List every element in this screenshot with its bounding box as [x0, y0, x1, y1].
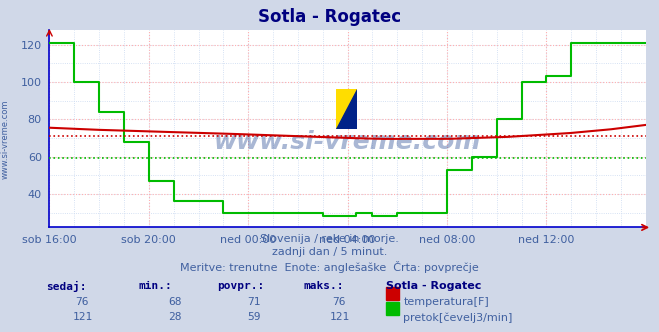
Text: Sotla - Rogatec: Sotla - Rogatec: [386, 281, 481, 290]
Text: 121: 121: [72, 312, 92, 322]
Text: pretok[čevelj3/min]: pretok[čevelj3/min]: [403, 312, 513, 323]
Text: 68: 68: [168, 297, 181, 307]
Polygon shape: [335, 89, 357, 128]
Text: povpr.:: povpr.:: [217, 281, 265, 290]
Text: zadnji dan / 5 minut.: zadnji dan / 5 minut.: [272, 247, 387, 257]
Text: 28: 28: [168, 312, 181, 322]
Text: min.:: min.:: [138, 281, 172, 290]
Text: sedaj:: sedaj:: [46, 281, 86, 291]
Text: 76: 76: [333, 297, 346, 307]
Text: maks.:: maks.:: [303, 281, 343, 290]
Text: 59: 59: [247, 312, 260, 322]
Text: Meritve: trenutne  Enote: anglešaške  Črta: povprečje: Meritve: trenutne Enote: anglešaške Črta…: [180, 261, 479, 273]
Text: www.si-vreme.com: www.si-vreme.com: [1, 100, 10, 179]
Text: temperatura[F]: temperatura[F]: [403, 297, 489, 307]
Text: www.si-vreme.com: www.si-vreme.com: [214, 130, 481, 154]
Text: 76: 76: [76, 297, 89, 307]
Text: Slovenija / reke in morje.: Slovenija / reke in morje.: [260, 234, 399, 244]
Text: 121: 121: [330, 312, 349, 322]
Text: 71: 71: [247, 297, 260, 307]
Text: Sotla - Rogatec: Sotla - Rogatec: [258, 8, 401, 26]
